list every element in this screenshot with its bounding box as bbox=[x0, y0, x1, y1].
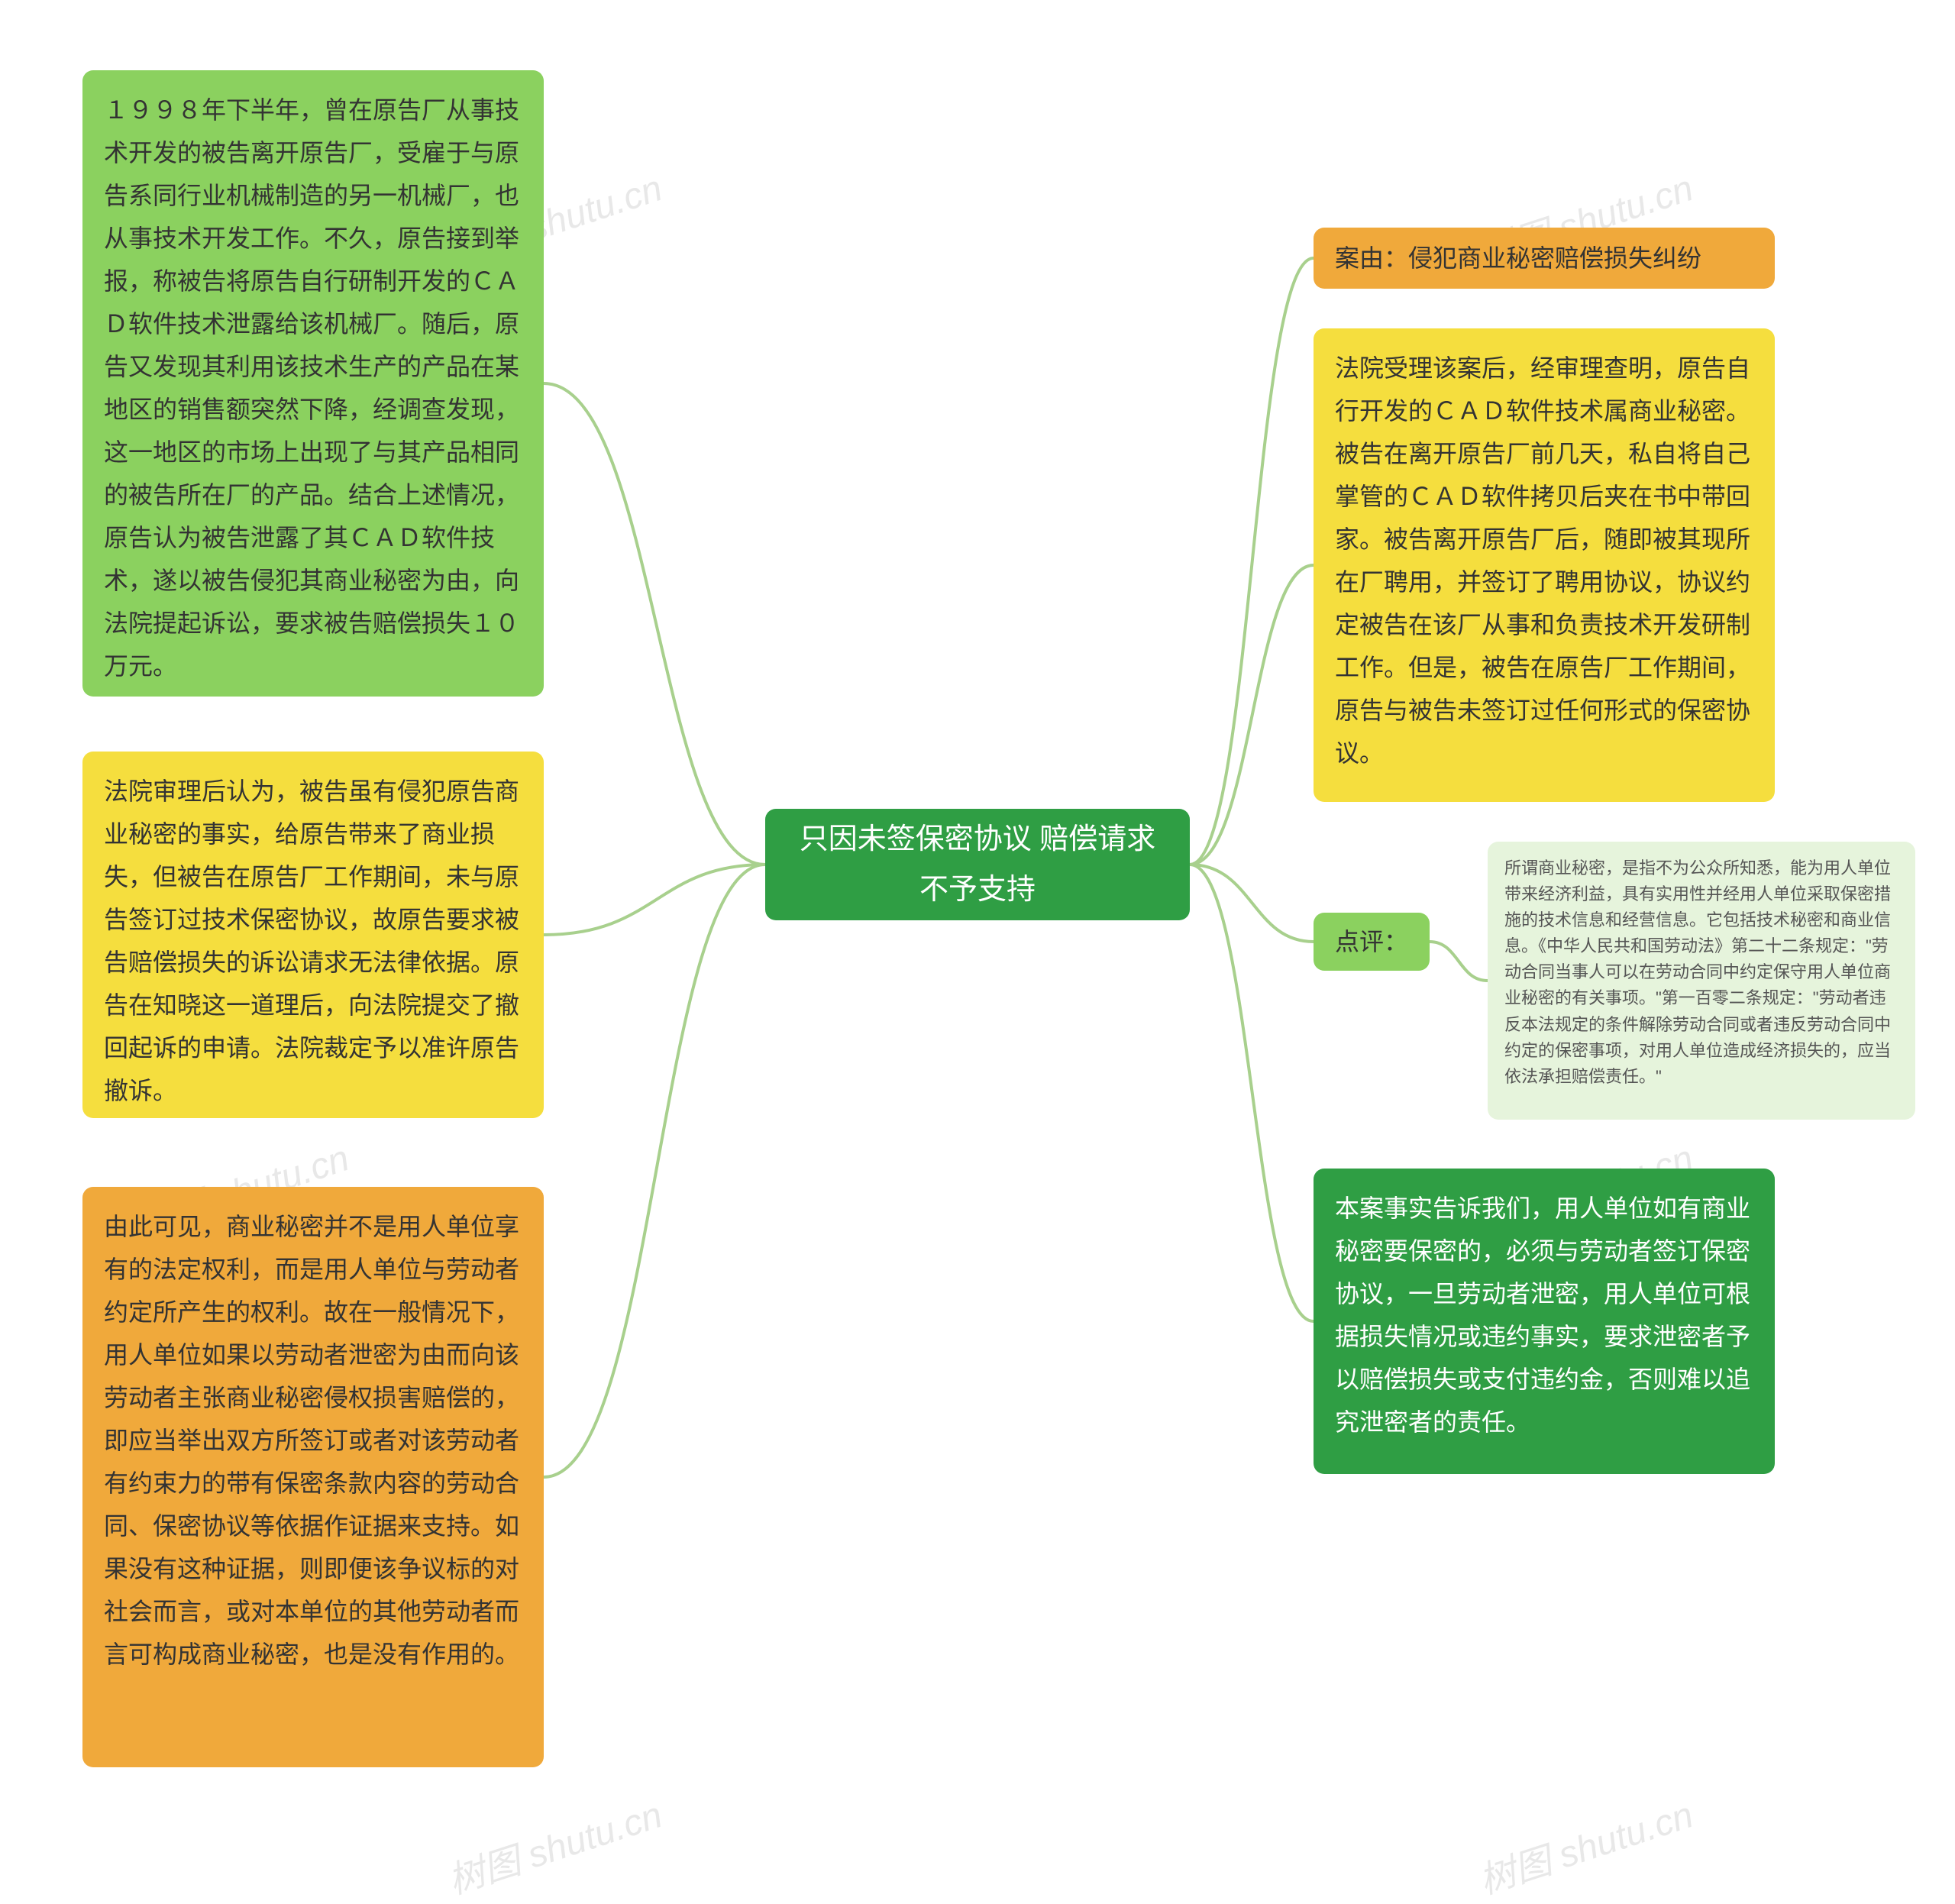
connector bbox=[544, 383, 765, 865]
node-r1[interactable]: 案由：侵犯商业秘密赔偿损失纠纷 bbox=[1314, 228, 1775, 289]
connector bbox=[1430, 942, 1488, 981]
center-node[interactable]: 只因未签保密协议 赔偿请求不予支持 bbox=[765, 809, 1190, 920]
node-l2-text: 法院审理后认为，被告虽有侵犯原告商业秘密的事实，给原告带来了商业损失，但被告在原… bbox=[104, 777, 519, 1104]
node-r4[interactable]: 本案事实告诉我们，用人单位如有商业秘密要保密的，必须与劳动者签订保密协议，一旦劳… bbox=[1314, 1169, 1775, 1474]
node-r3-child[interactable]: 所谓商业秘密，是指不为公众所知悉，能为用人单位带来经济利益，具有实用性并经用人单… bbox=[1488, 842, 1915, 1120]
node-r3-child-text: 所谓商业秘密，是指不为公众所知悉，能为用人单位带来经济利益，具有实用性并经用人单… bbox=[1504, 858, 1891, 1086]
node-r3-text: 点评： bbox=[1335, 920, 1408, 963]
watermark: 树图 shutu.cn bbox=[440, 1785, 667, 1904]
connector bbox=[1190, 865, 1314, 1321]
connector bbox=[1190, 565, 1314, 865]
node-r2[interactable]: 法院受理该案后，经审理查明，原告自行开发的ＣＡＤ软件技术属商业秘密。被告在离开原… bbox=[1314, 328, 1775, 802]
node-l2[interactable]: 法院审理后认为，被告虽有侵犯原告商业秘密的事实，给原告带来了商业损失，但被告在原… bbox=[82, 752, 544, 1118]
node-l3[interactable]: 由此可见，商业秘密并不是用人单位享有的法定权利，而是用人单位与劳动者约定所产生的… bbox=[82, 1187, 544, 1767]
watermark: 树图 shutu.cn bbox=[1471, 1785, 1698, 1904]
node-r4-text: 本案事实告诉我们，用人单位如有商业秘密要保密的，必须与劳动者签订保密协议，一旦劳… bbox=[1335, 1194, 1750, 1436]
node-r1-text: 案由：侵犯商业秘密赔偿损失纠纷 bbox=[1335, 237, 1701, 280]
node-l3-text: 由此可见，商业秘密并不是用人单位享有的法定权利，而是用人单位与劳动者约定所产生的… bbox=[104, 1213, 519, 1668]
connector bbox=[1190, 865, 1314, 942]
node-l1-text: １９９８年下半年，曾在原告厂从事技术开发的被告离开原告厂，受雇于与原告系同行业机… bbox=[104, 96, 519, 680]
center-node-text: 只因未签保密协议 赔偿请求不予支持 bbox=[796, 814, 1159, 916]
connector bbox=[544, 865, 765, 1477]
connector bbox=[544, 865, 765, 935]
node-r2-text: 法院受理该案后，经审理查明，原告自行开发的ＣＡＤ软件技术属商业秘密。被告在离开原… bbox=[1335, 354, 1750, 767]
node-r3[interactable]: 点评： bbox=[1314, 913, 1430, 971]
connector bbox=[1190, 258, 1314, 865]
node-l1[interactable]: １９９８年下半年，曾在原告厂从事技术开发的被告离开原告厂，受雇于与原告系同行业机… bbox=[82, 70, 544, 697]
